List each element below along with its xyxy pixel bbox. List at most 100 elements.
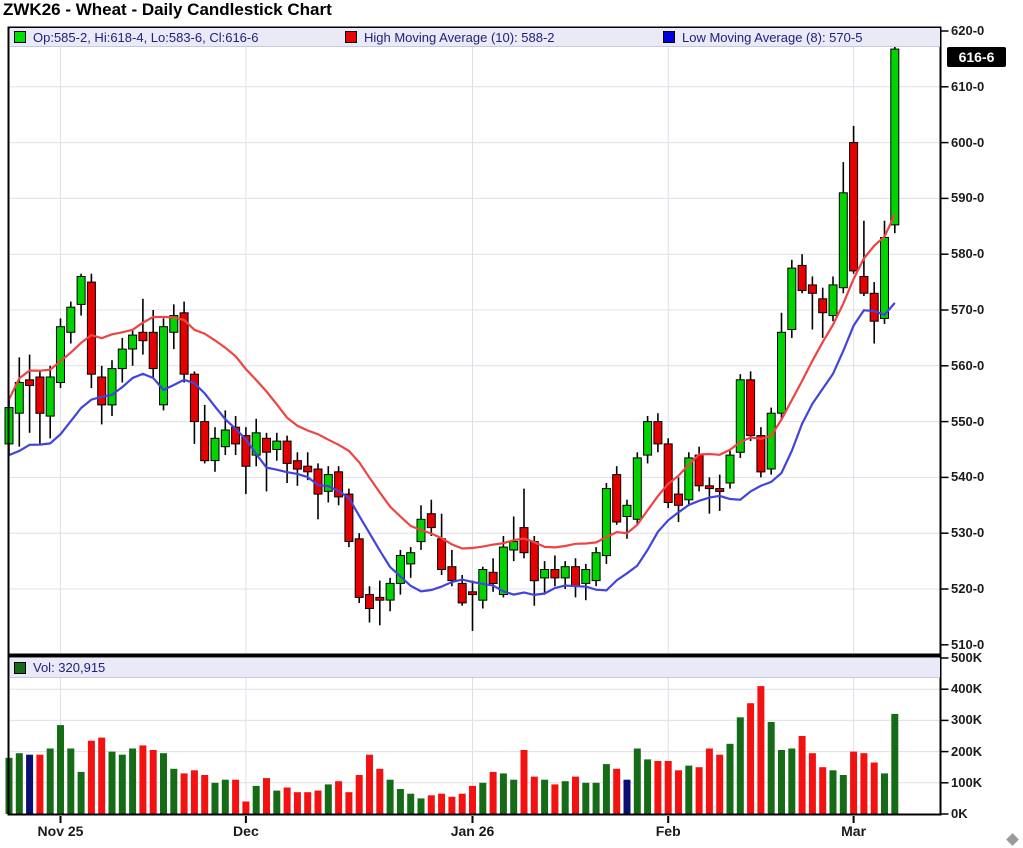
- price-axis-label: 530-0: [951, 525, 985, 541]
- volume-bar: [252, 785, 260, 814]
- volume-bar: [324, 784, 332, 814]
- volume-bar: [221, 779, 229, 814]
- volume-bar: [747, 703, 755, 814]
- candle-body: [869, 292, 879, 322]
- candle-body: [735, 379, 745, 453]
- candle-body: [179, 312, 189, 375]
- candle-body: [715, 488, 725, 492]
- volume-bar: [788, 748, 796, 814]
- candle-body: [210, 437, 220, 462]
- volume-bar: [582, 782, 590, 814]
- date-axis-label: Jan 26: [450, 823, 495, 839]
- candle-body: [498, 546, 508, 595]
- candle-body: [272, 440, 282, 451]
- candle-body: [880, 237, 889, 319]
- candle-body: [169, 315, 179, 333]
- candle-body: [323, 474, 333, 492]
- last-price-badge: 616-6: [947, 47, 1006, 67]
- candle-body: [704, 485, 714, 490]
- volume-axis-label: 500K: [951, 650, 983, 665]
- candle-body: [838, 192, 848, 289]
- volume-axis-label: 200K: [951, 743, 983, 759]
- volume-bar: [716, 754, 724, 814]
- volume-bar: [705, 748, 713, 814]
- volume-bar: [211, 782, 219, 814]
- candle-body: [674, 493, 683, 506]
- volume-bar: [572, 776, 579, 814]
- volume-bar: [469, 785, 476, 814]
- volume-axis-label: 0K: [951, 806, 968, 821]
- candle-body: [591, 552, 601, 582]
- candle-body: [797, 264, 807, 291]
- volume-bar: [98, 737, 106, 814]
- candle-body: [241, 435, 251, 467]
- volume-bar: [160, 753, 167, 814]
- volume-bar: [15, 753, 23, 814]
- candle-body: [890, 48, 900, 226]
- volume-bar: [366, 754, 373, 814]
- candle-body: [787, 267, 797, 331]
- volume-legend: Vol: 320,915: [10, 658, 940, 678]
- candle-body: [746, 379, 756, 437]
- candle-body: [488, 571, 498, 584]
- volume-bar: [417, 798, 425, 814]
- volume-bar: [850, 751, 858, 814]
- candle-body: [766, 412, 776, 470]
- volume-bar: [180, 773, 188, 814]
- volume-bar: [551, 784, 559, 814]
- candle-body: [777, 331, 786, 414]
- volume-bar: [860, 753, 868, 814]
- volume-axis-label: 100K: [951, 774, 983, 790]
- candle-body: [560, 566, 570, 579]
- candle-body: [35, 376, 45, 414]
- candle-body: [437, 538, 447, 570]
- candle-body: [148, 331, 158, 370]
- volume-bar: [829, 770, 837, 814]
- volume-bar: [448, 796, 456, 814]
- volume-bar: [561, 781, 569, 814]
- price-axis-label: 570-0: [951, 302, 985, 317]
- candle-body: [849, 142, 859, 272]
- candle-body: [159, 326, 168, 406]
- volume-axis-label: 400K: [951, 681, 983, 697]
- price-axis-label: 540-0: [951, 469, 985, 485]
- candle-body: [457, 582, 467, 604]
- candle-body: [365, 594, 374, 609]
- candle-body: [262, 437, 271, 453]
- candle-body: [663, 443, 673, 503]
- legend-item-low-ma: Low Moving Average (8): 570-5: [663, 28, 862, 46]
- legend-item-ohlc: Op:585-2, Hi:618-4, Lo:583-6, Cl:616-6: [14, 28, 258, 46]
- volume-bar: [87, 740, 95, 814]
- candle-body: [653, 421, 663, 445]
- volume-bar: [644, 759, 652, 814]
- volume-bar: [129, 748, 137, 814]
- volume-bar: [170, 768, 178, 814]
- volume-bar: [57, 725, 64, 814]
- candle-body: [86, 281, 96, 375]
- volume-bar: [654, 761, 662, 814]
- candle-body: [581, 569, 591, 584]
- candle-body: [292, 460, 302, 470]
- candle-body: [14, 382, 24, 414]
- volume-bar: [355, 775, 363, 814]
- volume-bar: [190, 770, 198, 814]
- volume-bar: [685, 765, 693, 814]
- candle-body: [756, 435, 766, 473]
- volume-bar: [808, 753, 816, 814]
- main-chart-legend: Op:585-2, Hi:618-4, Lo:583-6, Cl:616-6 H…: [10, 28, 940, 47]
- candle-body: [550, 569, 560, 579]
- volume-bar: [633, 748, 641, 814]
- candle-body: [334, 471, 344, 498]
- candle-body: [643, 421, 653, 456]
- candle-body: [200, 421, 210, 462]
- volume-bar: [520, 750, 528, 814]
- volume-bar: [664, 761, 672, 814]
- candle-body: [406, 552, 416, 565]
- volume-bar: [293, 792, 301, 814]
- candle-body: [859, 276, 869, 294]
- volume-bar: [118, 754, 126, 814]
- price-axis-label: 620-0: [951, 23, 985, 38]
- volume-legend-label: Vol: 320,915: [33, 660, 106, 675]
- candle-body: [375, 596, 385, 601]
